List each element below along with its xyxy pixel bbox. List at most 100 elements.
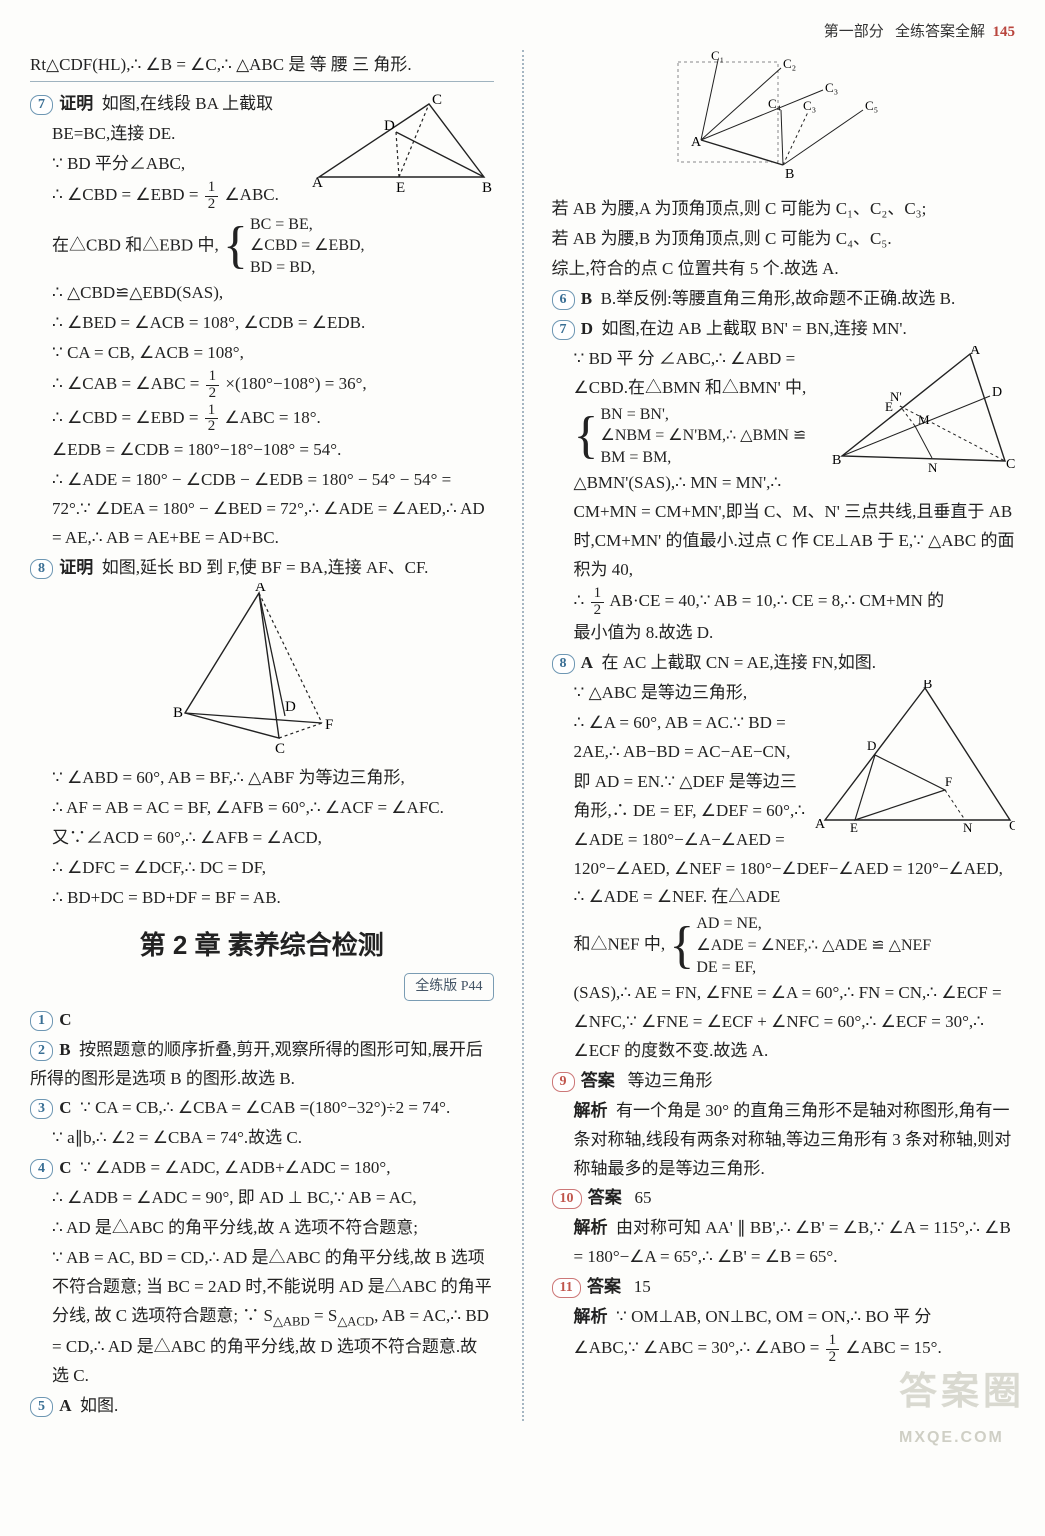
ans11-exp2: ∠ABC,∵ ∠ABC = 30°,∴ ∠ABO = 12 ∠ABC = 15°… (552, 1333, 1016, 1366)
q7-l7: ∴ ∠BED = ∠ACB = 108°, ∠CDB = ∠EDB. (30, 309, 494, 338)
svg-text:D: D (867, 738, 876, 753)
q8: 8 证明 如图,延长 BD 到 F,使 BF = BA,连接 AF、CF. (30, 554, 494, 583)
svg-text:C₁: C₁ (711, 50, 724, 63)
ans1-letter: C (59, 1010, 71, 1029)
svg-text:E: E (850, 820, 858, 835)
svg-text:E: E (396, 180, 405, 196)
ans6: 6 B B.举反例:等腰直角三角形,故命题不正确.故选 B. (552, 285, 1016, 314)
svg-text:N: N (963, 820, 973, 835)
answer-label: 答案 (588, 1188, 622, 1207)
fig5r: A B C₁ C₂ C₃ C₄ C₅ C₃ (552, 50, 1016, 195)
ans1: 1 C (30, 1006, 494, 1035)
ans4-l4: ∵ AB = AC, BD = CD,∴ AD 是△ABC 的角平分线,故 B … (30, 1244, 494, 1391)
proof-label: 证明 (59, 558, 93, 577)
q8-l1: 如图,延长 BD 到 F,使 BF = BA,连接 AF、CF. (102, 558, 429, 577)
left-column: Rt△CDF(HL),∴ ∠B = ∠C,∴ △ABC 是 等 腰 三 角形. … (30, 50, 494, 1422)
q8-l2: ∵ ∠ABD = 60°, AB = BF,∴ △ABF 为等边三角形, (30, 764, 494, 793)
svg-text:C₂: C₂ (783, 56, 796, 71)
q8-number: 8 (30, 559, 53, 579)
svg-text:F: F (945, 774, 952, 789)
svg-text:D: D (992, 385, 1002, 400)
ans4-l3: ∴ AD 是△ABC 的角平分线,故 A 选项不符合题意; (30, 1214, 494, 1243)
q7-l11: ∠EDB = ∠CDB = 180°−18°−108° = 54°. (30, 436, 494, 465)
svg-text:C₅: C₅ (865, 98, 878, 113)
ans4-letter: C (59, 1158, 71, 1177)
q8-l3: ∴ AF = AB = AC = BF, ∠AFB = 60°,∴ ∠ACF =… (30, 794, 494, 823)
svg-text:D: D (285, 699, 296, 715)
svg-text:M: M (918, 412, 930, 427)
page-header: 第一部分 全练答案全解 145 (30, 20, 1015, 46)
ans8-brace: 和△NEF 中, { AD = NE, ∠ADE = ∠NEF,∴ △ADE ≌… (552, 913, 1016, 978)
page-number: 145 (993, 24, 1016, 40)
r5-l3: 综上,符合的点 C 位置共有 5 个.故选 A. (552, 255, 1016, 284)
ans10-exp: 解析 由对称可知 AA' ∥ BB',∴ ∠B' = ∠B,∵ ∠A = 115… (552, 1214, 1016, 1272)
svg-text:C: C (1009, 819, 1015, 834)
ans11: 11 答案 15 (552, 1273, 1016, 1302)
chapter-heading: 第 2 章 素养综合检测 (30, 923, 494, 967)
rule (30, 81, 494, 82)
svg-text:A: A (691, 135, 702, 150)
q8-l6: ∴ BD+DC = BD+DF = BF = AB. (30, 884, 494, 913)
fig7r: A B C D N' E M N (830, 346, 1015, 486)
subtitle: 全练答案全解 (895, 24, 985, 40)
ans7-l3: △BMN'(SAS),∴ MN = MN',∴ CM+MN = CM+MN',即… (552, 469, 1016, 585)
svg-text:C₃: C₃ (825, 80, 838, 95)
answer-label: 答案 (587, 1277, 621, 1296)
ans7-l4: ∴ 12 AB·CE = 40,∵ AB = 10,∴ CE = 8,∴ CM+… (552, 586, 1016, 619)
ans5: 5 A 如图. (30, 1392, 494, 1421)
q7-l12: ∴ ∠ADE = 180° − ∠CDB − ∠EDB = 180° − 54°… (30, 466, 494, 553)
svg-text:N: N (928, 460, 938, 475)
svg-text:B: B (482, 180, 492, 196)
svg-text:A: A (255, 583, 266, 595)
page-body: Rt△CDF(HL),∴ ∠B = ∠C,∴ △ABC 是 等 腰 三 角形. … (30, 50, 1015, 1422)
q7-figure: A E B C D (304, 92, 494, 197)
q7-l10: ∴ ∠CBD = ∠EBD = 12 ∠ABC = 18°. (30, 403, 494, 436)
q8-l5: ∴ ∠DFC = ∠DCF,∴ DC = DF, (30, 854, 494, 883)
svg-text:B: B (785, 167, 794, 182)
answer-label: 答案 (581, 1071, 615, 1090)
ans10: 10 答案 65 (552, 1184, 1016, 1213)
q7-l1: 如图,在线段 BA 上截取 (102, 94, 273, 113)
svg-text:D: D (384, 118, 395, 134)
ans4: 4 C ∵ ∠ADB = ∠ADC, ∠ADB+∠ADC = 180°, (30, 1154, 494, 1183)
ans9: 9 答案 等边三角形 (552, 1067, 1016, 1096)
ans7-l5: 最小值为 8.故选 D. (552, 619, 1016, 648)
ans7: 7 D 如图,在边 AB 上截取 BN' = BN,连接 MN'. A B C … (552, 315, 1016, 344)
page-ref-pill: 全练版 P44 (404, 973, 493, 1001)
ans3-letter: C (59, 1098, 71, 1117)
ans7-letter: D (581, 319, 593, 338)
ans2-letter: B (59, 1040, 70, 1059)
r5-l2: 若 AB 为腰,B 为顶角顶点,则 C 可能为 C₄、C₅. (552, 225, 1016, 254)
svg-text:C: C (432, 92, 442, 108)
svg-text:B: B (173, 705, 183, 721)
svg-text:C₄: C₄ (768, 96, 782, 111)
ans3: 3 C ∵ CA = CB,∴ ∠CBA = ∠CAB =(180°−32°)÷… (30, 1094, 494, 1123)
ans11-value: 15 (634, 1277, 651, 1296)
fig8r: B A C D E F N (815, 680, 1015, 835)
q7-l6: ∴ △CBD≌△EBD(SAS), (30, 279, 494, 308)
ans8: 8 A 在 AC 上截取 CN = AE,连接 FN,如图. B A C D E… (552, 649, 1016, 678)
right-column: A B C₁ C₂ C₃ C₄ C₅ C₃ 若 AB 为腰,A 为顶角顶点,则 … (552, 50, 1016, 1422)
q7-l9: ∴ ∠CAB = ∠ABC = 12 ×(180°−108°) = 36°, (30, 369, 494, 402)
svg-text:B: B (832, 453, 841, 468)
q7-number: 7 (30, 95, 53, 115)
svg-text:A: A (815, 817, 826, 832)
ans8-letter: A (581, 653, 593, 672)
q8-l4: 又∵∠ACD = 60°,∴ ∠AFB = ∠ACD, (30, 824, 494, 853)
q8-figure: A B C D F (30, 583, 494, 763)
q7-l8: ∵ CA = CB, ∠ACB = 108°, (30, 339, 494, 368)
ans5-letter: A (59, 1396, 71, 1415)
ans4-l2: ∴ ∠ADB = ∠ADC = 90°, 即 AD ⊥ BC,∵ AB = AC… (30, 1184, 494, 1213)
svg-text:B: B (923, 680, 932, 692)
q7: 7 证明 如图,在线段 BA 上截取 A E B C D (30, 90, 494, 119)
ans9-value: 等边三角形 (628, 1071, 713, 1090)
r5-l1: 若 AB 为腰,A 为顶角顶点,则 C 可能为 C₁、C₂、C₃; (552, 195, 1016, 224)
q7-brace: 在△CBD 和△EBD 中, { BC = BE, ∠CBD = ∠EBD, B… (30, 214, 494, 279)
svg-text:C: C (275, 741, 285, 753)
ans9-exp: 解析 有一个角是 30° 的直角三角形不是轴对称图形,角有一条对称轴,线段有两条… (552, 1097, 1016, 1184)
part-label: 第一部分 (824, 24, 884, 40)
ans10-value: 65 (635, 1188, 652, 1207)
svg-text:A: A (312, 175, 323, 191)
ans8-l6: (SAS),∴ AE = FN, ∠FNE = ∠A = 60°,∴ FN = … (552, 979, 1016, 1066)
proof-label: 证明 (59, 94, 93, 113)
